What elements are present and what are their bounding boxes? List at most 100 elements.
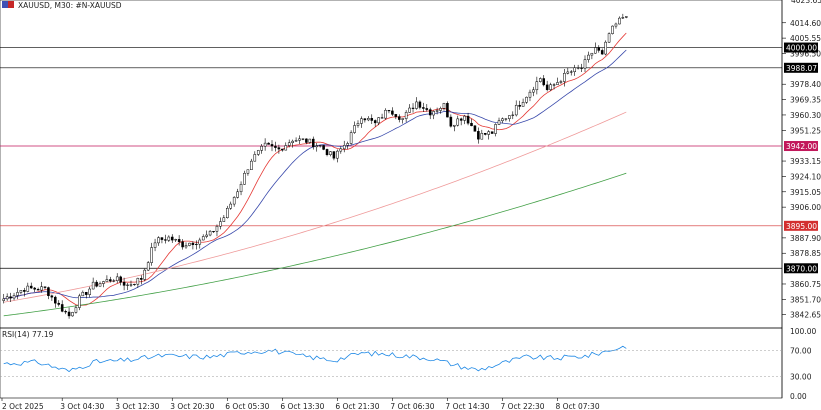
candle [563, 69, 566, 87]
candle [425, 104, 429, 112]
candle [281, 148, 284, 152]
candle [19, 290, 23, 295]
svg-text:0.00: 0.00 [790, 392, 807, 401]
candle [346, 141, 349, 150]
candle [119, 275, 122, 286]
candle [150, 242, 153, 266]
price-tick: 3960.30 [782, 111, 821, 120]
svg-text:3870.00: 3870.00 [786, 264, 817, 273]
candle [57, 300, 61, 307]
candle [115, 273, 119, 284]
candle [250, 158, 253, 170]
time-tick: 3 Oct 12:30 [115, 398, 160, 410]
candle [545, 80, 549, 92]
price-tick: 3860.75 [782, 280, 821, 289]
time-tick: 7 Oct 22:30 [500, 398, 545, 410]
candle [549, 82, 552, 91]
horizontal-levels [0, 47, 782, 269]
svg-text:70.00: 70.00 [790, 347, 812, 356]
price-tick: 4014.60 [782, 19, 821, 28]
svg-text:8 Oct 07:30: 8 Oct 07:30 [555, 402, 599, 410]
price-tick-label: 4023.65 [791, 0, 821, 5]
candle [508, 115, 511, 122]
candlesticks [2, 13, 628, 319]
svg-text:3842.65: 3842.65 [790, 311, 821, 320]
candle [367, 116, 370, 122]
svg-text:3887.90: 3887.90 [790, 234, 821, 243]
price-tick: 3933.15 [782, 157, 821, 166]
candle [160, 236, 164, 244]
candle [5, 293, 9, 301]
candle [349, 130, 353, 145]
candle [322, 145, 325, 151]
candle [442, 102, 446, 111]
rsi-tick: 100.00 [790, 327, 816, 336]
svg-text:3951.25: 3951.25 [790, 126, 821, 135]
price-tick: 3915.05 [782, 188, 821, 197]
candle [380, 113, 384, 119]
candle [477, 127, 480, 144]
candle [514, 100, 518, 117]
candle [501, 117, 504, 124]
candle [301, 138, 305, 141]
candle [490, 131, 494, 134]
level-price-label: 3988.07 [784, 62, 818, 73]
candle [298, 135, 301, 144]
svg-text:3860.75: 3860.75 [790, 280, 821, 289]
candle [71, 311, 74, 317]
candle [105, 275, 109, 282]
svg-text:3933.15: 3933.15 [790, 157, 821, 166]
candle [9, 292, 12, 303]
candle [363, 118, 367, 123]
moving-average-line [3, 172, 627, 317]
candle [487, 130, 490, 140]
candle [98, 281, 102, 287]
time-tick: 6 Oct 21:30 [335, 398, 380, 410]
candle [459, 117, 463, 126]
candle [621, 13, 625, 20]
candle [36, 287, 40, 291]
candle [497, 117, 501, 126]
candle [569, 69, 573, 76]
price-tick: 3887.90 [782, 234, 821, 243]
rsi-tick: 70.00 [0, 347, 812, 356]
time-tick: 8 Oct 07:30 [555, 398, 600, 410]
candle [528, 89, 532, 102]
candle [439, 106, 442, 114]
candle [387, 109, 391, 114]
candle [360, 116, 363, 128]
candle [483, 132, 487, 136]
candle [511, 111, 515, 120]
time-tick: 3 Oct 04:30 [60, 398, 105, 410]
candle [140, 275, 143, 285]
candle [47, 286, 50, 300]
candle [102, 280, 105, 288]
moving-average-line [3, 111, 627, 303]
candle [466, 112, 470, 126]
candle [473, 125, 477, 132]
level-price-label: 3942.00 [784, 141, 818, 152]
candle [590, 52, 594, 60]
candle [435, 107, 439, 115]
candle [573, 64, 576, 76]
rsi-indicator [3, 345, 627, 373]
candle [81, 290, 85, 297]
time-axis: 2 Oct 2025 3 Oct 04:30 3 Oct 12:30 3 Oct 20… [1, 398, 600, 410]
price-tick: 3924.10 [782, 172, 821, 181]
moving-average-line [3, 32, 627, 306]
candle [446, 101, 449, 118]
svg-text:6 Oct 21:30: 6 Oct 21:30 [335, 402, 379, 410]
candle [356, 120, 360, 128]
candle [40, 281, 43, 293]
candle [373, 119, 377, 127]
candle [256, 149, 260, 156]
candle [332, 151, 336, 161]
candle [284, 142, 288, 151]
candle [607, 32, 611, 44]
candle [260, 144, 263, 154]
candle [449, 114, 453, 128]
candle [219, 217, 222, 230]
candle [504, 118, 508, 122]
svg-text:100.00: 100.00 [790, 327, 816, 336]
svg-text:3924.10: 3924.10 [790, 172, 821, 181]
